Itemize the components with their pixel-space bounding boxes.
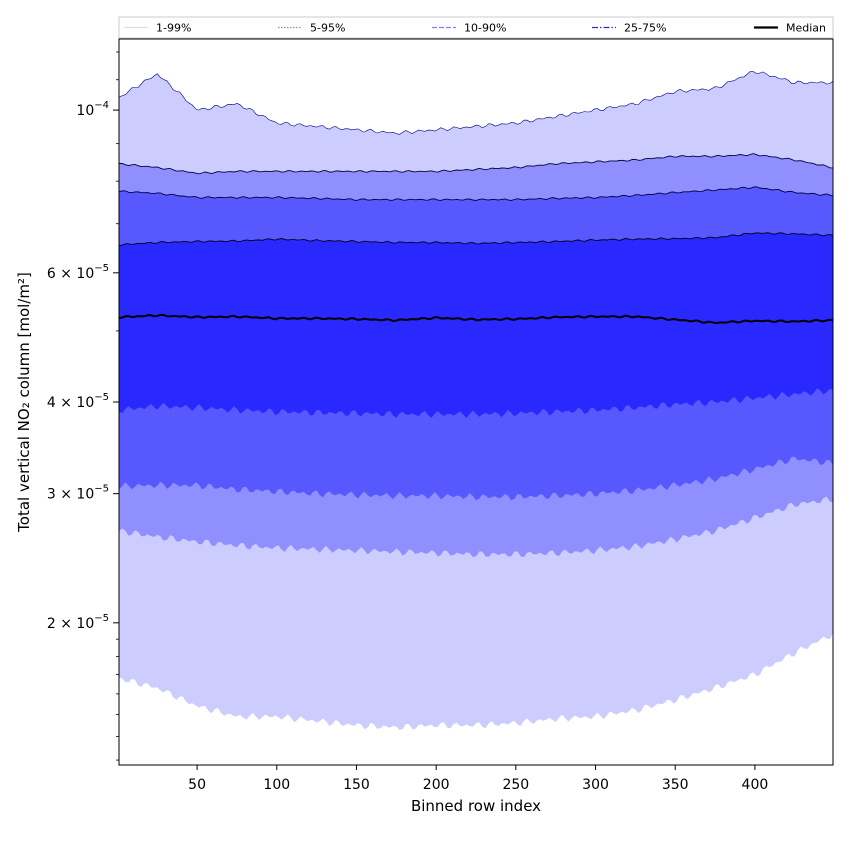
- legend-frame: [118, 16, 834, 39]
- y-tick-label: 4 × 10−5: [47, 392, 109, 411]
- x-tick-label: 200: [423, 777, 450, 793]
- x-tick-label: 400: [742, 777, 769, 793]
- median-line: [119, 313, 833, 325]
- band-layer: [119, 71, 833, 730]
- legend-label: 10-90%: [464, 22, 506, 35]
- x-tick-label: 100: [263, 777, 290, 793]
- legend-label: 5-95%: [310, 22, 345, 35]
- x-tick-label: 250: [502, 777, 529, 793]
- y-tick-label: 10−4: [76, 100, 109, 119]
- band-upper-line-10-90%: [119, 186, 833, 201]
- legend: 1-99% 5-95% 10-90% 25-75% Median: [118, 16, 834, 39]
- x-tick-label: 350: [662, 777, 689, 793]
- y-tick-label: 3 × 10−5: [47, 484, 109, 503]
- band-25-75%: [119, 232, 833, 418]
- line-layer: [119, 313, 833, 325]
- x-axis: 50 100 150 200 250 300 350 400: [188, 765, 768, 793]
- y-axis-label: Total vertical NO₂ column [mol/m²]: [15, 272, 33, 533]
- y-axis: 2 × 10−5 3 × 10−5 4 × 10−5 6 × 10−5 10−4: [47, 51, 119, 761]
- legend-label: 1-99%: [156, 22, 191, 35]
- x-tick-label: 150: [343, 777, 370, 793]
- x-axis-label: Binned row index: [411, 797, 541, 815]
- y-tick-label: 6 × 10−5: [47, 263, 109, 282]
- band-upper-line-5-95%: [119, 153, 833, 175]
- x-tick-label: 300: [582, 777, 609, 793]
- y-tick-label: 2 × 10−5: [47, 613, 109, 632]
- band-upper-line-25-75%: [119, 232, 833, 247]
- legend-label: Median: [786, 22, 826, 35]
- legend-label: 25-75%: [624, 22, 666, 35]
- band-upper-line-1-99%: [119, 71, 833, 135]
- x-tick-label: 50: [188, 777, 206, 793]
